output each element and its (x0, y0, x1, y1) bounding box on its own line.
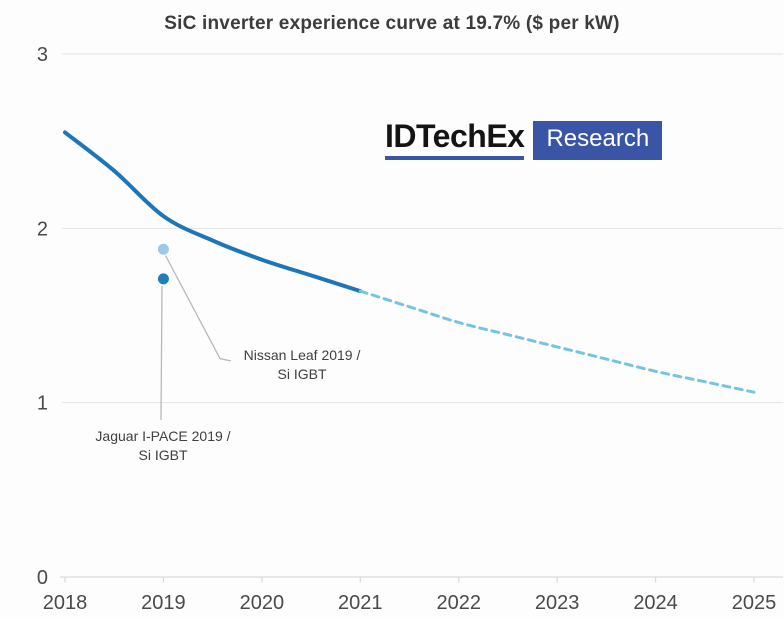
logo-brand-text: IDTechEx (385, 119, 525, 160)
y-tick-label: 1 (37, 393, 48, 415)
axis-tick-labels: 0 1 2 3 2018 2019 2020 2021 2022 2023 2024 2025 (37, 44, 776, 614)
y-tick-label: 2 (37, 218, 48, 240)
chart-title: SiC inverter experience curve at 19.7% (… (164, 13, 620, 34)
x-tick-label: 2019 (141, 592, 186, 614)
annotation-nissan-line1: Nissan Leaf 2019 / (243, 347, 361, 363)
x-tick-label: 2018 (43, 592, 88, 614)
logo-research-box: Research (533, 121, 663, 160)
annotation-jaguar-line1: Jaguar I-PACE 2019 / (95, 428, 231, 444)
annotation-nissan-leaf: Nissan Leaf 2019 / Si IGBT (229, 346, 375, 384)
y-tick-label: 3 (37, 44, 48, 66)
experience-curve-forecast-dashed (358, 289, 756, 394)
y-tick-label: 0 (37, 567, 48, 589)
idtechex-logo: IDTechEx Research (385, 119, 663, 160)
x-tick-label: 2021 (338, 592, 383, 614)
x-axis (60, 576, 783, 583)
data-points (157, 243, 169, 285)
annotation-nissan-line2: Si IGBT (277, 366, 327, 382)
data-point-jaguar-ipace (157, 273, 169, 285)
x-tick-label: 2022 (436, 592, 481, 614)
data-point-nissan-leaf (157, 243, 169, 255)
annotation-jaguar-line2: Si IGBT (138, 447, 188, 463)
x-tick-label: 2024 (633, 592, 678, 614)
x-tick-label: 2025 (732, 592, 777, 614)
gridlines (62, 53, 783, 404)
nissan-leader-line (164, 255, 232, 362)
jaguar-leader-line (160, 285, 163, 421)
experience-curve-solid (63, 130, 363, 294)
x-tick-label: 2020 (240, 592, 285, 614)
annotation-jaguar-ipace: Jaguar I-PACE 2019 / Si IGBT (83, 427, 243, 465)
x-tick-label: 2023 (535, 592, 580, 614)
